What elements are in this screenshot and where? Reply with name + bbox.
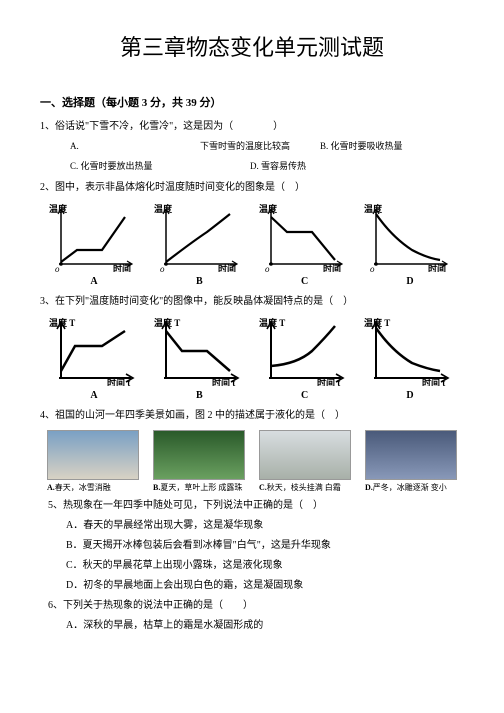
page-title: 第三章物态变化单元测试题	[40, 30, 464, 65]
q1-stem: 1、俗话说"下雪不冷，化雪冷"，这是因为（ ）	[40, 119, 464, 135]
xlabel: 时间	[113, 263, 131, 272]
q4-img-A: A.春天，冰雪消融	[44, 430, 142, 493]
q5-stem: 5、热现象在一年四季中随处可见，下列说法中正确的是（ ）	[40, 498, 464, 514]
q4-img-D: D.严冬，冰雕逐渐 变小	[362, 430, 460, 493]
svg-text:时间: 时间	[323, 263, 341, 272]
svg-text:o: o	[370, 264, 375, 272]
q5-B: B．夏天揭开冰棒包装后会看到冰棒冒"白气"，这是升华现象	[40, 538, 464, 554]
q3-stem: 3、在下列"温度随时间变化"的图像中，能反映晶体凝固特点的是（ ）	[40, 294, 464, 310]
q1-optA-text: 下雪时雪的温度比较高	[200, 139, 290, 153]
q2-graphs: 温度 o 时间 A 温度 o 时间 B 温度	[40, 202, 464, 290]
q2-graph-C: 温度 o 时间 C	[255, 202, 355, 290]
q6-A: A．深秋的早晨，枯草上的霜是水凝固形成的	[40, 618, 464, 634]
q2-graph-D: 温度 o 时间 D	[360, 202, 460, 290]
curve	[61, 217, 125, 262]
svg-text:时间 t: 时间 t	[107, 377, 130, 386]
q1-options-row2: C. 化雪时要放出热量 D. 雪容易传热	[40, 159, 464, 173]
svg-text:o: o	[160, 264, 165, 272]
q1-optC: C. 化雪时要放出热量	[70, 159, 220, 173]
q2-graph-B: 温度 o 时间 B	[149, 202, 249, 290]
svg-text:时间 t: 时间 t	[212, 377, 235, 386]
q2-chart-B: 温度 o 时间	[152, 202, 247, 272]
q3-graph-D: 温度 T 时间 t D	[360, 316, 460, 404]
q4-img-B: B.夏天，草叶上形 成露珠	[150, 430, 248, 493]
q1-optD: D. 雪容易传热	[250, 159, 306, 173]
q3-graph-A: 温度 T 时间 t A	[44, 316, 144, 404]
label-A: A	[90, 274, 97, 290]
q2-chart-A: 温度 o 时间	[47, 202, 142, 272]
section-header: 一、选择题（每小题 3 分，共 39 分）	[40, 95, 464, 113]
photo-placeholder	[47, 430, 139, 480]
q3-graph-B: 温度 T 时间 t B	[149, 316, 249, 404]
svg-text:时间 t: 时间 t	[317, 377, 340, 386]
q4-img-C: C.秋天，枝头挂满 白霜	[256, 430, 354, 493]
svg-text:时间: 时间	[428, 263, 446, 272]
photo-placeholder	[153, 430, 245, 480]
photo-placeholder	[365, 430, 457, 480]
svg-text:o: o	[265, 264, 270, 272]
svg-text:o: o	[55, 264, 60, 272]
q5-D: D．初冬的早晨地面上会出现白色的霜，这是凝固现象	[40, 578, 464, 594]
svg-text:时间 t: 时间 t	[422, 377, 445, 386]
q2-stem: 2、图中，表示非晶体熔化时温度随时间变化的图象是（ ）	[40, 180, 464, 196]
svg-text:时间: 时间	[218, 263, 236, 272]
q5-A: A．春天的早晨经常出现大雾，这是凝华现象	[40, 518, 464, 534]
q4-images: A.春天，冰雪消融 B.夏天，草叶上形 成露珠 C.秋天，枝头挂满 白霜 D.严…	[40, 430, 464, 493]
q1-optB: B. 化雪时要吸收热量	[320, 139, 403, 153]
q5-C: C．秋天的早晨花草上出现小露珠，这是液化现象	[40, 558, 464, 574]
q4-stem: 4、祖国的山河一年四季美景如画，图 2 中的描述属于液化的是（ ）	[40, 408, 464, 424]
q3-graphs: 温度 T 时间 t A 温度 T 时间 t B 温度 T	[40, 316, 464, 404]
q2-chart-D: 温度 o 时间	[362, 202, 457, 272]
q2-graph-A: 温度 o 时间 A	[44, 202, 144, 290]
q2-chart-C: 温度 o 时间	[257, 202, 352, 272]
q6-stem: 6、下列关于热现象的说法中正确的是（ ）	[40, 598, 464, 614]
q1-options-row1: A. 下雪时雪的温度比较高 B. 化雪时要吸收热量	[40, 139, 464, 153]
photo-placeholder	[259, 430, 351, 480]
q3-graph-C: 温度 T 时间 t C	[255, 316, 355, 404]
q1-optA-prefix: A.	[70, 139, 170, 153]
